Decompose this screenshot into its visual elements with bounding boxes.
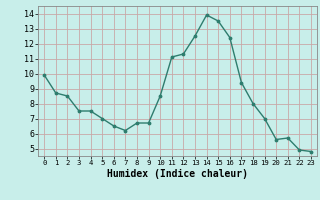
X-axis label: Humidex (Indice chaleur): Humidex (Indice chaleur) <box>107 169 248 179</box>
